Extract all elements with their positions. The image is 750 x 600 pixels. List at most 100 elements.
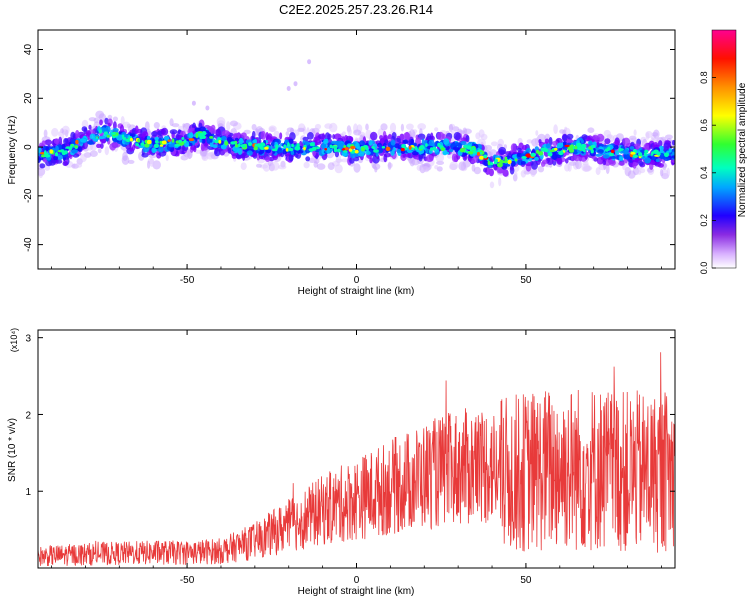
spectrogram-cell: [70, 131, 76, 140]
spectrogram-peak: [248, 142, 252, 147]
spectrogram-cell-core: [335, 140, 342, 147]
spectrogram-cell: [403, 132, 411, 141]
spectrogram-cell-faint: [149, 158, 155, 167]
spectrogram-cell-core: [613, 145, 619, 150]
spectrogram-cell-faint: [353, 163, 361, 173]
spectrogram-cell-faint: [434, 127, 439, 132]
spectrogram-cell-core: [276, 147, 283, 154]
spectrogram-cell-faint: [178, 125, 184, 131]
spectrogram-cell: [541, 159, 548, 165]
spectrogram-peak: [609, 152, 614, 157]
spectrogram-peak: [381, 146, 386, 149]
spectrogram-cell-faint: [564, 163, 570, 172]
snr-panel: -50 0 50 3 2 1 Height of straight line (km) S…: [7, 328, 676, 597]
spectrogram-y-tick-label: -20: [23, 188, 34, 203]
spectrogram-cell-faint: [60, 128, 64, 134]
spectrogram-peak: [653, 149, 659, 155]
spectrogram-cell-core: [615, 150, 620, 156]
spectrogram-cell-core: [400, 150, 406, 155]
spectrogram-peak: [285, 148, 289, 152]
snr-ticks: -50 0 50 3 2 1: [25, 330, 675, 586]
spectrogram-cell-faint: [582, 161, 589, 166]
spectrogram-cell-core: [154, 136, 159, 141]
spectrogram-peak: [437, 142, 441, 147]
spectrogram-peak: [95, 136, 99, 140]
spectrogram-peak: [49, 149, 53, 154]
spectrogram-cell-core: [355, 142, 360, 149]
spectrogram-cell: [260, 130, 266, 140]
spectrogram-cell: [522, 144, 528, 151]
spectrogram-marks: [38, 59, 675, 189]
spectrogram-y-tick-label: 20: [23, 92, 34, 104]
spectrogram-peak: [154, 143, 159, 148]
spectrogram-speck: [191, 100, 196, 106]
spectrogram-cell-core: [534, 156, 539, 161]
spectrogram-speck: [286, 86, 291, 91]
spectrogram-cell-core: [246, 150, 253, 156]
snr-x-label: Height of straight line (km): [298, 586, 415, 597]
spectrogram-cell: [565, 158, 569, 164]
spectrogram-cell-faint: [447, 153, 452, 159]
spectrogram-cell-faint: [637, 170, 642, 175]
spectrogram-peak: [237, 143, 241, 148]
colorbar-tick-label: 0.0: [699, 262, 709, 275]
spectrogram-cell-core: [89, 133, 96, 140]
spectrogram-cell-faint: [303, 161, 310, 169]
spectrogram-peak: [275, 144, 279, 150]
spectrogram-cell: [279, 132, 283, 140]
spectrogram-cell-core: [580, 139, 584, 144]
spectrogram-peak: [174, 144, 181, 147]
spectrogram-peak: [497, 162, 503, 168]
spectrogram-cell: [64, 138, 69, 143]
spectrogram-peak: [385, 146, 391, 152]
spectrogram-cell-core: [358, 152, 365, 157]
spectrogram-cell: [531, 161, 538, 170]
spectrogram-cell-faint: [153, 122, 160, 129]
spectrogram-cell-core: [45, 146, 49, 152]
spectrogram-peak: [218, 140, 222, 144]
spectrogram-peak: [98, 129, 102, 134]
spectrogram-peak: [224, 141, 229, 146]
spectrogram-speck: [293, 81, 298, 87]
spectrogram-peak: [125, 138, 131, 143]
spectrogram-x-tick-label: 50: [520, 275, 532, 286]
spectrogram-cell-faint: [490, 141, 498, 147]
spectrogram-cell-core: [217, 144, 222, 149]
spectrogram-cell-core: [602, 154, 610, 159]
spectrogram-cell-faint: [89, 150, 98, 157]
spectrogram-cell-faint: [633, 129, 637, 136]
spectrogram-peak: [564, 144, 570, 148]
spectrogram-cell: [44, 139, 53, 146]
spectrogram-cell-core: [402, 139, 409, 144]
spectrogram-cell: [632, 161, 637, 169]
spectrogram-cell: [657, 163, 664, 168]
spectrogram-peak: [440, 147, 445, 151]
spectrogram-cell: [645, 143, 649, 150]
spectrogram-cell-core: [671, 155, 675, 159]
spectrogram-peak: [287, 142, 290, 147]
spectrogram-cell: [177, 129, 181, 135]
spectrogram-cell: [99, 119, 103, 126]
spectrogram-cell: [96, 143, 102, 149]
spectrogram-peak: [471, 147, 475, 151]
spectrogram-peak: [69, 145, 73, 150]
chart-title: C2E2.2025.257.23.26.R14: [279, 2, 433, 17]
spectrogram-cell-faint: [553, 124, 558, 135]
spectrogram-cell-core: [671, 148, 675, 153]
spectrogram-cell-faint: [347, 127, 352, 136]
spectrogram-cell-faint: [314, 123, 322, 130]
spectrogram-cell-core: [623, 154, 627, 159]
spectrogram-cell: [99, 143, 104, 149]
spectrogram-peak: [161, 140, 167, 145]
spectrogram-cell-faint: [120, 116, 125, 126]
spectrogram-cell-faint: [387, 161, 392, 170]
spectrogram-peak: [348, 148, 353, 152]
spectrogram-peak: [129, 137, 133, 142]
spectrogram-cell-faint: [659, 168, 664, 177]
spectrogram-peak: [360, 147, 366, 152]
spectrogram-peak: [525, 153, 531, 158]
spectrogram-cell-core: [146, 135, 151, 140]
colorbar-gradient: [711, 29, 737, 269]
spectrogram-cell-faint: [269, 126, 276, 133]
spectrogram-cell: [556, 158, 563, 165]
